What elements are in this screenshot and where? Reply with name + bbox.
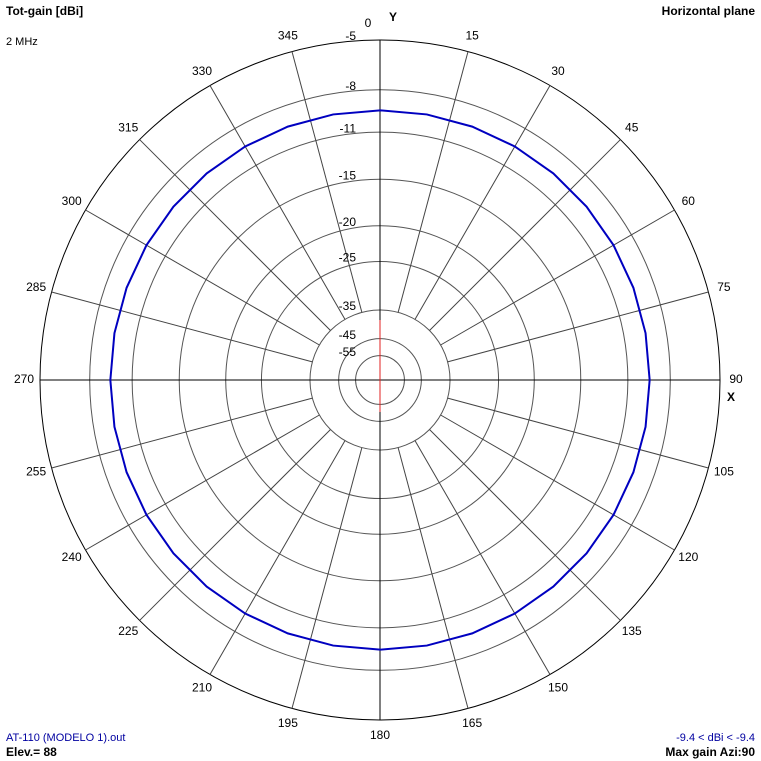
spoke-grid-line <box>51 291 313 363</box>
spoke-grid-line <box>440 209 675 346</box>
frequency-label: 2 MHz <box>6 36 38 48</box>
ring-tick-label: -25 <box>339 251 357 265</box>
angle-tick-label: 135 <box>622 624 642 638</box>
spoke-grid-line <box>429 429 621 621</box>
spoke-grid-line <box>139 139 331 331</box>
angle-tick-label: 180 <box>370 728 390 742</box>
angle-tick-label: 0 <box>365 16 372 30</box>
max-gain-label: Max gain Azi:90 <box>665 745 755 759</box>
angle-tick-label: 315 <box>118 120 138 134</box>
angle-tick-label: 210 <box>192 680 212 694</box>
angle-tick-label: 270 <box>14 372 34 386</box>
spoke-grid-line <box>440 414 675 551</box>
angle-tick-label: 150 <box>548 680 568 694</box>
spoke-grid-line <box>139 429 331 621</box>
angle-tick-label: 105 <box>714 464 734 478</box>
gain-pattern <box>109 109 651 651</box>
spoke-grid-line <box>51 397 313 469</box>
spoke-grid-line <box>291 447 363 709</box>
angle-tick-label: 225 <box>118 624 138 638</box>
spoke-grid-line <box>429 139 621 331</box>
spoke-grid-line <box>209 85 346 320</box>
elevation-label: Elev.= 88 <box>6 745 57 759</box>
ring-tick-label: -55 <box>339 345 357 359</box>
y-axis-label: Y <box>389 10 397 24</box>
spoke-grid-line <box>397 447 469 709</box>
spoke-grid-line <box>414 85 551 320</box>
plane-label: Horizontal plane <box>662 4 756 18</box>
angle-tick-label: 75 <box>717 280 731 294</box>
spoke-grid-line <box>414 440 551 675</box>
spoke-grid-line <box>447 291 709 363</box>
ring-tick-label: -35 <box>339 299 357 313</box>
angle-tick-label: 165 <box>462 716 482 730</box>
ring-tick-label: -8 <box>345 79 356 93</box>
spoke-grid-line <box>447 397 709 469</box>
ring-tick-label: -15 <box>339 168 357 182</box>
angle-tick-label: 45 <box>625 120 639 134</box>
angle-tick-label: 60 <box>682 194 696 208</box>
spoke-grid-line <box>209 440 346 675</box>
angle-tick-label: 285 <box>26 280 46 294</box>
spoke-grid-line <box>85 414 320 551</box>
angle-tick-label: 240 <box>62 550 82 564</box>
angle-tick-label: 255 <box>26 464 46 478</box>
range-label: -9.4 < dBi < -9.4 <box>676 732 755 744</box>
angle-tick-label: 90 <box>729 372 743 386</box>
angle-tick-label: 195 <box>278 716 298 730</box>
angle-tick-label: 330 <box>192 64 212 78</box>
ring-tick-label: -20 <box>339 215 357 229</box>
spoke-grid-line <box>397 51 469 313</box>
angle-tick-label: 30 <box>551 64 565 78</box>
spoke-grid-line <box>85 209 320 346</box>
x-axis-label: X <box>727 390 735 404</box>
angle-tick-label: 15 <box>465 28 479 42</box>
ring-tick-label: -11 <box>340 121 357 135</box>
angle-tick-label: 120 <box>678 550 698 564</box>
ring-tick-label: -45 <box>339 328 357 342</box>
file-label: AT-110 (MODELO 1).out <box>6 732 125 744</box>
chart-title: Tot-gain [dBi] <box>6 4 83 18</box>
angle-tick-label: 345 <box>278 28 298 42</box>
spoke-grid-line <box>291 51 363 313</box>
ring-tick-label: -5 <box>345 29 356 43</box>
angle-tick-label: 300 <box>62 194 82 208</box>
